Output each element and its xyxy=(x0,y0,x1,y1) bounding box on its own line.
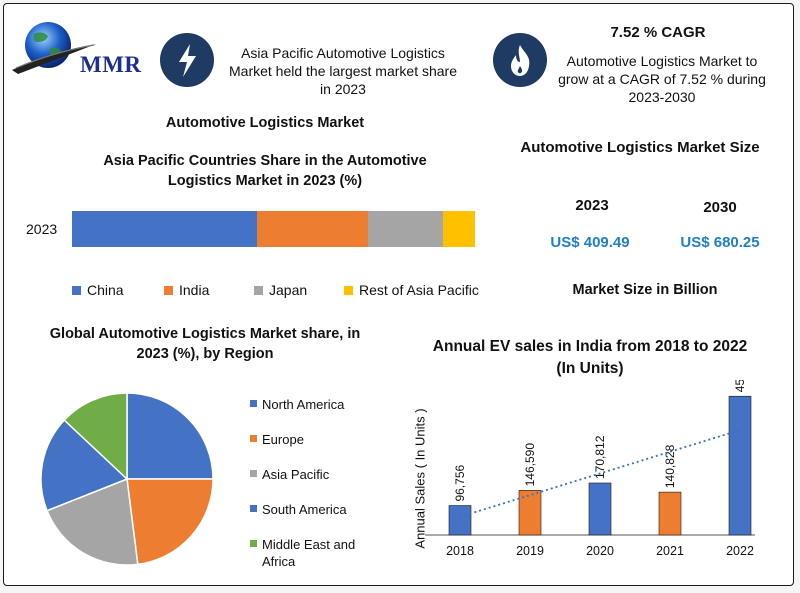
year-2030: 2030 xyxy=(703,199,737,216)
legend-swatch xyxy=(164,285,173,295)
ev-trendline xyxy=(459,429,741,518)
legend-label: Rest of Asia Pacific xyxy=(359,282,479,298)
pie-slice-middle-east-and-africa xyxy=(63,392,128,481)
legend-swatch xyxy=(72,285,81,295)
ev-sales-chart: 96,756 2018 146,590 2019 170,812 2020 140,828 2… xyxy=(425,380,755,558)
ev-x-tick-label: 2022 xyxy=(726,544,754,558)
pie-slice-north-america xyxy=(126,392,214,480)
pie-slice-asia-pacific xyxy=(46,477,139,566)
pie-legend-label: Middle East and Africa xyxy=(262,537,356,569)
legend-swatch xyxy=(344,285,353,295)
pie-chart xyxy=(40,392,214,566)
legend-label: Japan xyxy=(269,282,308,298)
legend-item: Rest of Asia Pacific xyxy=(344,282,479,298)
highlight-region-text: Asia Pacific Automotive Logistics Market… xyxy=(229,45,457,97)
pie-slice-south-america xyxy=(40,419,129,512)
ev-value-label: 96,756 xyxy=(453,465,467,502)
pie-legend-label: Asia Pacific xyxy=(262,467,330,482)
stacked-chart-title: Asia Pacific Countries Share in the Auto… xyxy=(103,153,427,189)
ev-bar-2019 xyxy=(518,490,542,536)
globe-icon xyxy=(12,22,96,74)
ev-bar-2021 xyxy=(658,491,682,536)
market-size-note: Market Size in Billion xyxy=(572,282,718,298)
ev-value-label: 146,590 xyxy=(523,443,537,487)
pie-legend-swatch xyxy=(250,505,257,512)
cagr-badge xyxy=(493,33,547,87)
ev-x-tick-label: 2021 xyxy=(656,544,684,558)
ev-x-tick-label: 2020 xyxy=(586,544,614,558)
pie-legend-label: North America xyxy=(262,397,345,412)
pie-legend: North America Europe Asia Pacific South Ame… xyxy=(250,396,380,576)
ev-bar-2020 xyxy=(588,482,612,536)
legend-item: Japan xyxy=(254,282,307,298)
stacked-legend: China India Japan Rest of Asia Pacific xyxy=(72,282,492,300)
pie-slice-europe xyxy=(126,478,214,566)
ev-x-tick-label: 2019 xyxy=(516,544,544,558)
stacked-segment-china xyxy=(72,211,258,247)
value-2023: US$ 409.49 xyxy=(550,234,630,251)
cagr-text: Automotive Logistics Market to grow at a… xyxy=(558,53,766,105)
legend-label: India xyxy=(179,282,210,298)
ev-bar-2018 xyxy=(448,505,472,536)
stacked-segment-japan xyxy=(368,211,443,247)
cagr-title: 7.52 % CAGR xyxy=(610,24,706,41)
market-size-title: Automotive Logistics Market Size xyxy=(520,139,760,156)
legend-swatch xyxy=(254,285,263,295)
ev-value-label: 170,812 xyxy=(593,435,607,479)
lightning-icon xyxy=(179,44,196,77)
stacked-bar xyxy=(72,211,475,247)
pie-legend-label: Europe xyxy=(262,432,304,447)
ev-chart-title: Annual EV sales in India from 2018 to 20… xyxy=(432,338,748,377)
mmr-logo: MMR xyxy=(10,18,150,78)
pie-legend-swatch xyxy=(250,470,257,477)
ev-bar-2022 xyxy=(728,395,752,536)
stacked-category-label: 2023 xyxy=(26,221,58,237)
logo-text: MMR xyxy=(80,52,142,77)
ev-value-label: 455,773 xyxy=(733,380,747,392)
stacked-segment-rest-of-asia-pacific xyxy=(442,211,475,247)
ev-x-tick-label: 2018 xyxy=(446,544,474,558)
pie-legend-swatch xyxy=(250,400,257,407)
ev-value-label: 140,828 xyxy=(663,444,677,488)
pie-legend-swatch xyxy=(250,435,257,442)
flame-icon xyxy=(511,45,530,76)
legend-item: India xyxy=(164,282,209,298)
highlight-badge xyxy=(160,33,214,87)
market-title: Automotive Logistics Market xyxy=(165,115,365,131)
stacked-segment-india xyxy=(257,211,369,247)
legend-item: China xyxy=(72,282,124,298)
year-2023: 2023 xyxy=(575,197,609,214)
pie-chart-title: Global Automotive Logistics Market share… xyxy=(49,326,361,362)
legend-label: China xyxy=(87,282,124,298)
value-2030: US$ 680.25 xyxy=(680,234,760,251)
pie-legend-label: South America xyxy=(262,502,347,517)
pie-legend-swatch xyxy=(250,540,257,547)
